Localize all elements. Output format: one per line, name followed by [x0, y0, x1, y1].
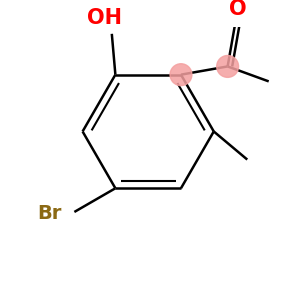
Circle shape — [170, 64, 192, 86]
Text: Br: Br — [37, 204, 62, 223]
Circle shape — [217, 56, 238, 77]
Text: O: O — [229, 0, 246, 19]
Text: OH: OH — [87, 8, 122, 28]
